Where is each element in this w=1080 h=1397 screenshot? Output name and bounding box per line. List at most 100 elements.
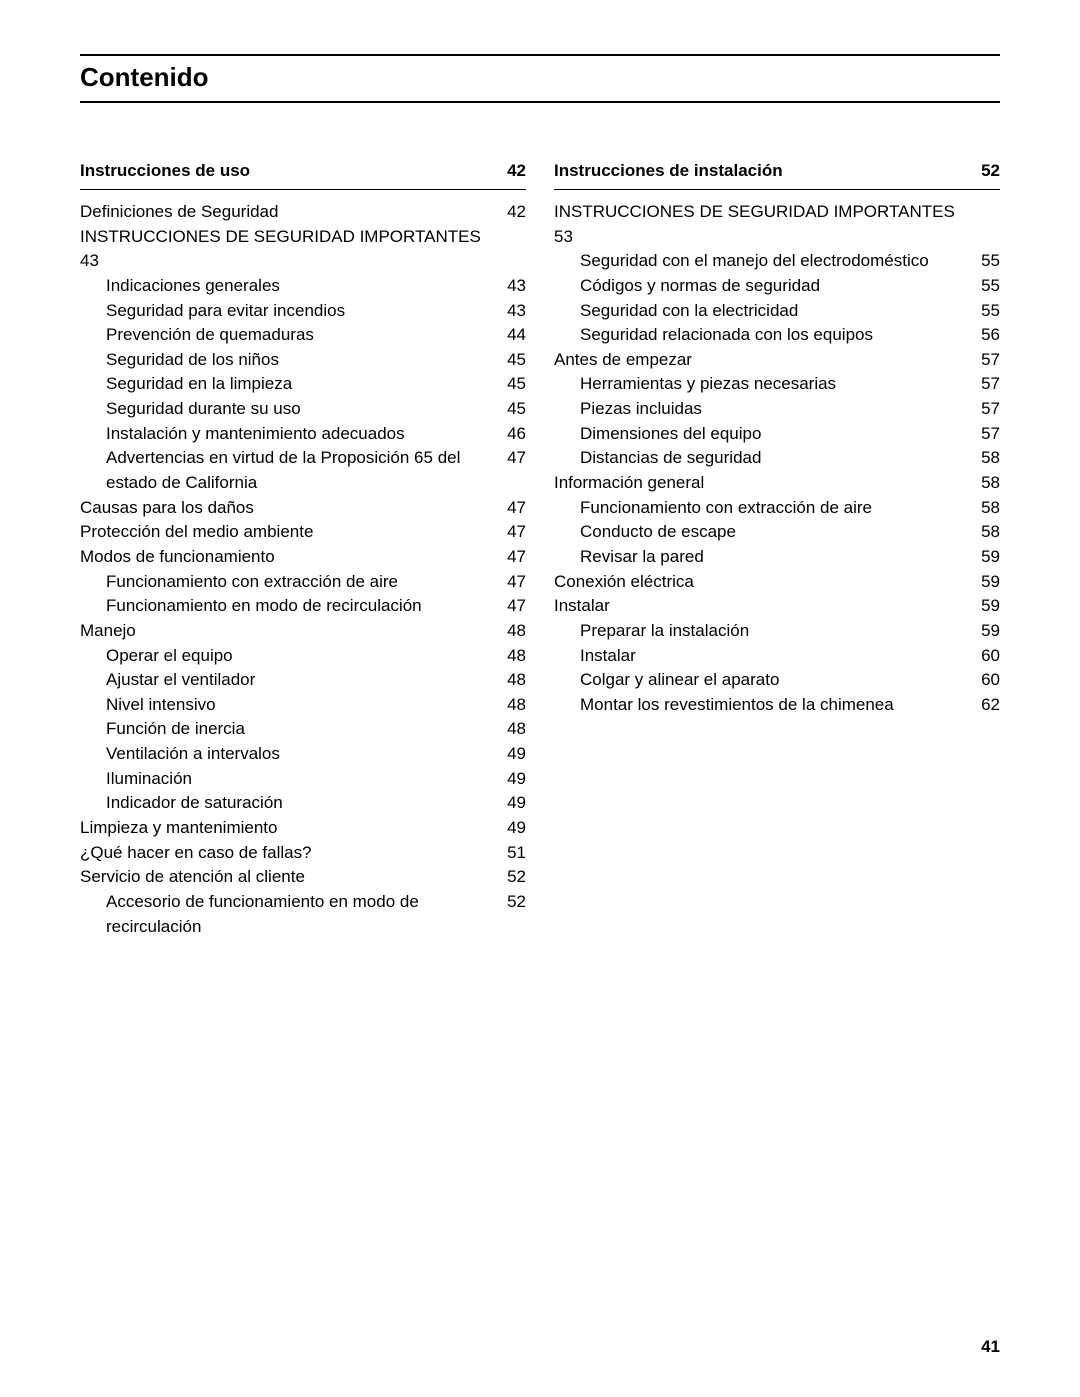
toc-entry-label: Conducto de escape bbox=[554, 520, 975, 545]
toc-entry-page: 47 bbox=[501, 496, 526, 521]
toc-entry-label: Función de inercia bbox=[80, 717, 501, 742]
toc-entry: Accesorio de funcionamiento en modo de r… bbox=[80, 890, 526, 939]
toc-entry-page: 58 bbox=[975, 471, 1000, 496]
toc-entry-page: 60 bbox=[975, 644, 1000, 669]
toc-entry: Funcionamiento con extracción de aire58 bbox=[554, 496, 1000, 521]
toc-entry-page: 45 bbox=[501, 397, 526, 422]
toc-entry-page: 59 bbox=[975, 594, 1000, 619]
toc-entry-label: Revisar la pared bbox=[554, 545, 975, 570]
toc-entry-label: Funcionamiento en modo de recirculación bbox=[80, 594, 501, 619]
toc-entry-label: Manejo bbox=[80, 619, 501, 644]
toc-entry-label: Distancias de seguridad bbox=[554, 446, 975, 471]
toc-entry: Conducto de escape58 bbox=[554, 520, 1000, 545]
toc-entry-page: 49 bbox=[501, 816, 526, 841]
toc-entry: Revisar la pared59 bbox=[554, 545, 1000, 570]
toc-entry: Ajustar el ventilador48 bbox=[80, 668, 526, 693]
toc-entry: Indicador de saturación49 bbox=[80, 791, 526, 816]
toc-entry-label: Dimensiones del equipo bbox=[554, 422, 975, 447]
toc-entry-page: 53 bbox=[554, 225, 1000, 250]
toc-entry-label: Instalación y mantenimiento adecuados bbox=[80, 422, 501, 447]
section-header-label: Instrucciones de uso bbox=[80, 161, 250, 181]
toc-entry-page: 43 bbox=[501, 299, 526, 324]
toc-entry-label: Modos de funcionamiento bbox=[80, 545, 501, 570]
toc-entry: Información general58 bbox=[554, 471, 1000, 496]
toc-entry: Función de inercia48 bbox=[80, 717, 526, 742]
toc-entry-label: Seguridad con el manejo del electrodomés… bbox=[554, 249, 975, 274]
toc-entry: Seguridad con el manejo del electrodomés… bbox=[554, 249, 1000, 274]
toc-entry-label: Antes de empezar bbox=[554, 348, 975, 373]
toc-columns: Instrucciones de uso 42 Definiciones de Se… bbox=[80, 161, 1000, 939]
section-header: Instrucciones de instalación 52 bbox=[554, 161, 1000, 190]
toc-entry: Definiciones de Seguridad42 bbox=[80, 200, 526, 225]
toc-entry: Herramientas y piezas necesarias57 bbox=[554, 372, 1000, 397]
toc-entry: Códigos y normas de seguridad55 bbox=[554, 274, 1000, 299]
toc-entry: INSTRUCCIONES DE SEGURIDAD IMPORTANTES53 bbox=[554, 200, 1000, 249]
toc-entry: Ventilación a intervalos49 bbox=[80, 742, 526, 767]
toc-entry-page: 56 bbox=[975, 323, 1000, 348]
toc-entry-page: 62 bbox=[975, 693, 1000, 718]
toc-entry-page: 58 bbox=[975, 496, 1000, 521]
toc-entry: Instalar59 bbox=[554, 594, 1000, 619]
toc-entry-label: Seguridad para evitar incendios bbox=[80, 299, 501, 324]
toc-entry: Dimensiones del equipo57 bbox=[554, 422, 1000, 447]
toc-entry: INSTRUCCIONES DE SEGURIDAD IMPORTANTES43 bbox=[80, 225, 526, 274]
toc-column: Instrucciones de instalación 52 INSTRUCCIO… bbox=[554, 161, 1000, 939]
toc-entry-label: Instalar bbox=[554, 644, 975, 669]
page-title: Contenido bbox=[80, 56, 1000, 101]
toc-entry: Limpieza y mantenimiento49 bbox=[80, 816, 526, 841]
toc-entry-page: 47 bbox=[501, 545, 526, 570]
toc-entry-page: 55 bbox=[975, 249, 1000, 274]
toc-entry-label: Indicador de saturación bbox=[80, 791, 501, 816]
toc-entry-label: Seguridad en la limpieza bbox=[80, 372, 501, 397]
section-header-page: 52 bbox=[981, 161, 1000, 181]
toc-entry-label: INSTRUCCIONES DE SEGURIDAD IMPORTANTES bbox=[554, 200, 1000, 225]
toc-entry-label: Causas para los daños bbox=[80, 496, 501, 521]
toc-entry: Modos de funcionamiento47 bbox=[80, 545, 526, 570]
toc-entry: Seguridad durante su uso45 bbox=[80, 397, 526, 422]
toc-entry-label: Funcionamiento con extracción de aire bbox=[554, 496, 975, 521]
toc-entry-label: Accesorio de funcionamiento en modo de r… bbox=[80, 890, 501, 939]
toc-entry-page: 43 bbox=[501, 274, 526, 299]
toc-entry: Nivel intensivo48 bbox=[80, 693, 526, 718]
toc-entry-label: Nivel intensivo bbox=[80, 693, 501, 718]
toc-entry: Piezas incluidas57 bbox=[554, 397, 1000, 422]
toc-entry-label: Seguridad con la electricidad bbox=[554, 299, 975, 324]
toc-entry: Funcionamiento con extracción de aire47 bbox=[80, 570, 526, 595]
title-block: Contenido bbox=[80, 54, 1000, 103]
toc-entry-label: Protección del medio ambiente bbox=[80, 520, 501, 545]
toc-entry-label: Información general bbox=[554, 471, 975, 496]
toc-entry-page: 43 bbox=[80, 249, 526, 274]
toc-entry-label: INSTRUCCIONES DE SEGURIDAD IMPORTANTES bbox=[80, 225, 526, 250]
toc-entry-page: 49 bbox=[501, 791, 526, 816]
toc-entry: Instalación y mantenimiento adecuados46 bbox=[80, 422, 526, 447]
toc-entry: Colgar y alinear el aparato60 bbox=[554, 668, 1000, 693]
section-header-page: 42 bbox=[507, 161, 526, 181]
section-header-label: Instrucciones de instalación bbox=[554, 161, 783, 181]
toc-entry: Funcionamiento en modo de recirculación4… bbox=[80, 594, 526, 619]
toc-entry: Causas para los daños47 bbox=[80, 496, 526, 521]
toc-entry: Preparar la instalación59 bbox=[554, 619, 1000, 644]
toc-entry: Protección del medio ambiente47 bbox=[80, 520, 526, 545]
toc-entry-page: 57 bbox=[975, 397, 1000, 422]
toc-entry-page: 45 bbox=[501, 372, 526, 397]
section-header: Instrucciones de uso 42 bbox=[80, 161, 526, 190]
toc-entry-page: 52 bbox=[501, 865, 526, 890]
toc-entry-label: Definiciones de Seguridad bbox=[80, 200, 501, 225]
toc-entry: Distancias de seguridad58 bbox=[554, 446, 1000, 471]
toc-entry-label: Iluminación bbox=[80, 767, 501, 792]
toc-entry-page: 48 bbox=[501, 668, 526, 693]
toc-entry-page: 44 bbox=[501, 323, 526, 348]
toc-entry-label: Herramientas y piezas necesarias bbox=[554, 372, 975, 397]
toc-entry-page: 55 bbox=[975, 274, 1000, 299]
toc-entry-page: 59 bbox=[975, 619, 1000, 644]
toc-entry: ¿Qué hacer en caso de fallas?51 bbox=[80, 841, 526, 866]
toc-entry-page: 48 bbox=[501, 693, 526, 718]
toc-entry-label: Montar los revestimientos de la chimenea bbox=[554, 693, 975, 718]
toc-entry-label: Seguridad de los niños bbox=[80, 348, 501, 373]
toc-entry-page: 49 bbox=[501, 767, 526, 792]
toc-column: Instrucciones de uso 42 Definiciones de Se… bbox=[80, 161, 526, 939]
toc-entry-page: 49 bbox=[501, 742, 526, 767]
toc-entry: Instalar60 bbox=[554, 644, 1000, 669]
toc-entry-label: ¿Qué hacer en caso de fallas? bbox=[80, 841, 501, 866]
toc-entry-page: 57 bbox=[975, 372, 1000, 397]
